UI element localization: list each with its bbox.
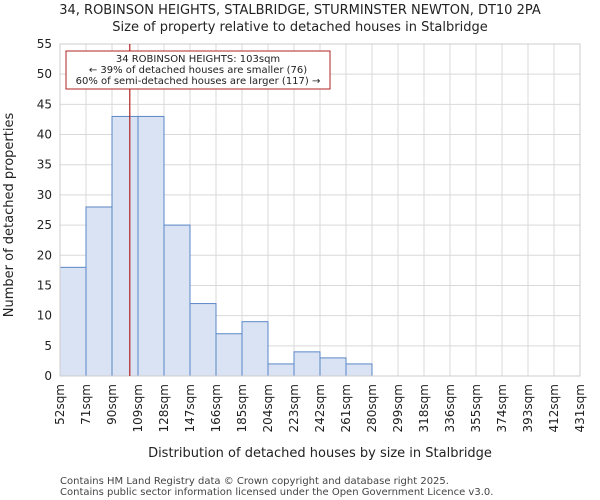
plot-area-frame bbox=[59, 43, 581, 377]
y-tick-label: 25 bbox=[37, 218, 52, 232]
bar-128sqm bbox=[163, 224, 191, 377]
y-tick-labels: 0 5 10 15 20 25 30 35 40 45 50 55 bbox=[37, 37, 52, 383]
annotation-line3: 60% of semi-detached houses are larger (… bbox=[76, 76, 321, 87]
bar-71sqm bbox=[85, 206, 113, 377]
annotation-box-frame bbox=[65, 50, 331, 90]
bars bbox=[59, 115, 373, 377]
bar-185sqm bbox=[241, 321, 269, 377]
x-tick-label: 374sqm bbox=[495, 384, 509, 432]
bar-109sqm bbox=[137, 115, 165, 377]
bar-147sqm bbox=[189, 303, 217, 377]
x-tick-label: 166sqm bbox=[209, 384, 223, 432]
x-tick-label: 393sqm bbox=[521, 384, 535, 432]
footer-line1: Contains HM Land Registry data © Crown c… bbox=[60, 476, 449, 487]
annotation-line2: ← 39% of detached houses are smaller (76… bbox=[89, 65, 307, 76]
bar-261sqm bbox=[345, 363, 373, 377]
x-tick-label: 318sqm bbox=[417, 384, 431, 432]
y-tick-label: 15 bbox=[37, 278, 52, 292]
footer-line2: Contains public sector information licen… bbox=[60, 487, 493, 498]
y-tick-label: 55 bbox=[37, 37, 52, 51]
annotation-box: 34 ROBINSON HEIGHTS: 103sqm ← 39% of det… bbox=[65, 50, 331, 90]
x-tick-label: 242sqm bbox=[313, 384, 327, 432]
bar-204sqm bbox=[267, 363, 295, 377]
y-tick-label: 50 bbox=[37, 67, 52, 81]
y-tick-label: 20 bbox=[37, 248, 52, 262]
annotation-line1: 34 ROBINSON HEIGHTS: 103sqm bbox=[116, 54, 280, 65]
y-tick-label: 30 bbox=[37, 188, 52, 202]
bar-223sqm bbox=[293, 351, 321, 377]
x-tick-label: 109sqm bbox=[131, 384, 145, 432]
y-tick-label: 40 bbox=[37, 128, 52, 142]
y-tick-label: 5 bbox=[44, 339, 52, 353]
x-tick-label: 355sqm bbox=[469, 384, 483, 432]
y-tick-label: 35 bbox=[37, 158, 52, 172]
x-tick-label: 280sqm bbox=[365, 384, 379, 432]
x-tick-label: 52sqm bbox=[53, 384, 67, 425]
x-tick-labels: 52sqm 71sqm 90sqm 109sqm 128sqm 147sqm 166sqm 1… bbox=[53, 384, 587, 432]
x-tick-label: 431sqm bbox=[573, 384, 587, 432]
bar-52sqm bbox=[59, 266, 87, 377]
x-tick-label: 299sqm bbox=[391, 384, 405, 432]
x-tick-label: 412sqm bbox=[547, 384, 561, 432]
bar-242sqm bbox=[319, 357, 347, 377]
x-tick-label: 147sqm bbox=[183, 384, 197, 432]
x-tick-label: 90sqm bbox=[105, 384, 119, 425]
x-tick-label: 71sqm bbox=[79, 384, 93, 425]
bar-166sqm bbox=[215, 333, 243, 377]
x-tick-label: 261sqm bbox=[339, 384, 353, 432]
x-tick-label: 185sqm bbox=[235, 384, 249, 432]
x-tick-label: 223sqm bbox=[287, 384, 301, 432]
y-tick-label: 10 bbox=[37, 309, 52, 323]
grid-lines bbox=[59, 43, 581, 377]
y-axis-label: Number of detached properties bbox=[2, 113, 17, 318]
chart-title-line1: 34, ROBINSON HEIGHTS, STALBRIDGE, STURMI… bbox=[59, 3, 541, 18]
bar-90sqm bbox=[111, 115, 139, 377]
x-axis-label: Distribution of detached houses by size … bbox=[148, 446, 492, 461]
x-tick-label: 128sqm bbox=[157, 384, 171, 432]
x-tick-label: 336sqm bbox=[443, 384, 457, 432]
y-tick-label: 0 bbox=[44, 369, 52, 383]
y-tick-label: 45 bbox=[37, 97, 52, 111]
chart-title-line2: Size of property relative to detached ho… bbox=[112, 20, 487, 35]
x-tick-label: 204sqm bbox=[261, 384, 275, 432]
